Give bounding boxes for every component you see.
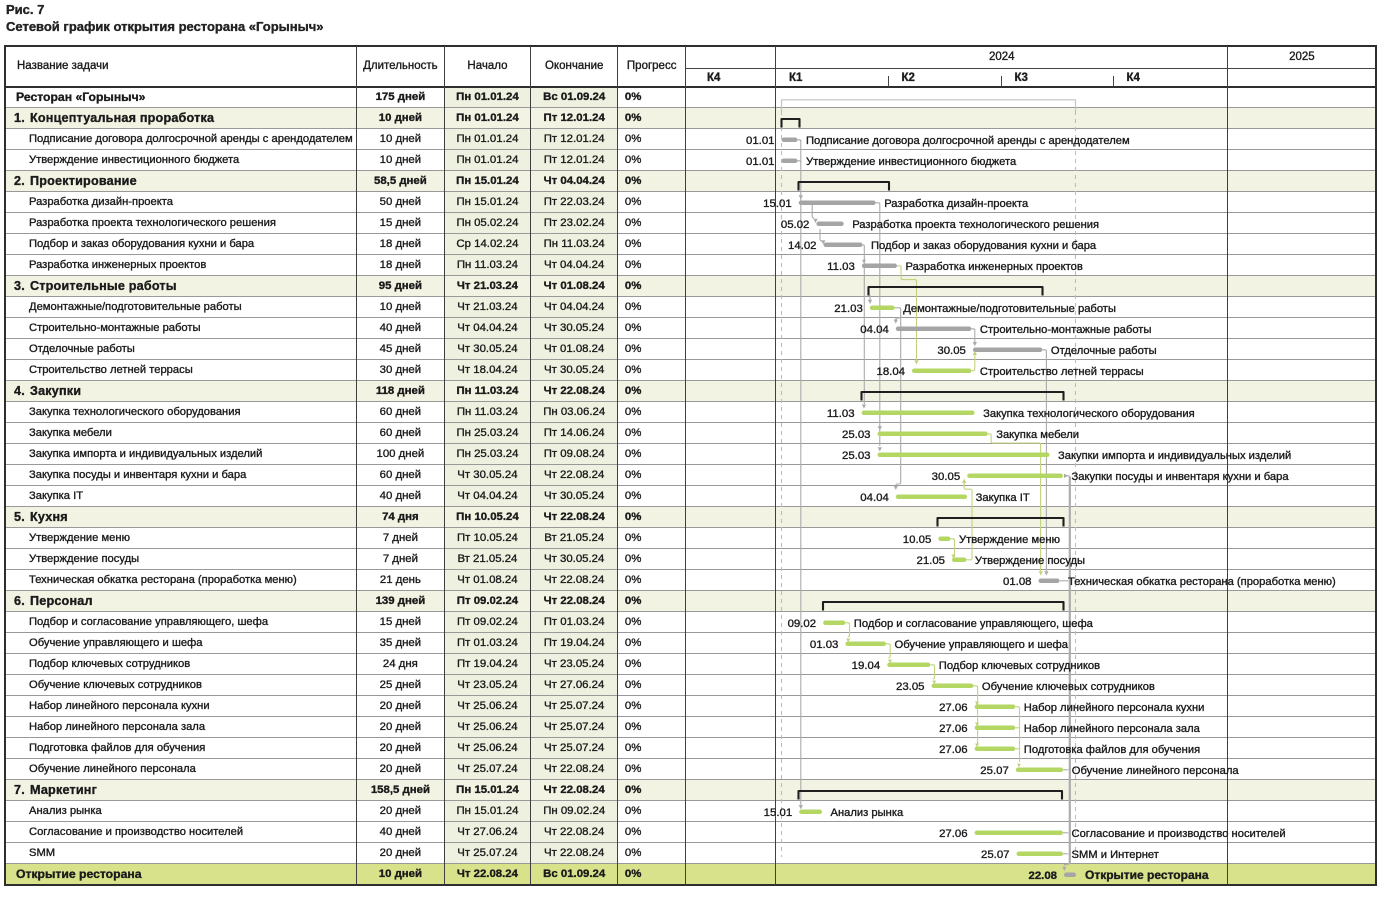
svg-text:Демонтажные/подготовительные р: Демонтажные/подготовительные работы: [903, 303, 1116, 315]
svg-text:25.07: 25.07: [981, 849, 1010, 861]
svg-text:Обучение линейного персонала: Обучение линейного персонала: [1072, 765, 1240, 777]
svg-text:04.04: 04.04: [860, 492, 889, 504]
svg-text:Подбор ключевых сотрудников: Подбор ключевых сотрудников: [939, 660, 1100, 672]
svg-text:Отделочные работы: Отделочные работы: [1051, 345, 1157, 357]
svg-text:30.05: 30.05: [937, 345, 966, 357]
svg-text:Анализ рынка: Анализ рынка: [831, 807, 904, 819]
svg-text:01.01: 01.01: [746, 135, 775, 147]
svg-text:SMM и Интернет: SMM и Интернет: [1072, 849, 1159, 861]
svg-text:Строительство летней террасы: Строительство летней террасы: [980, 366, 1144, 378]
svg-text:10.05: 10.05: [903, 534, 932, 546]
svg-text:25.07: 25.07: [980, 765, 1009, 777]
svg-text:Обучение ключевых сотрудников: Обучение ключевых сотрудников: [982, 681, 1155, 693]
svg-text:Набор линейного персонала кухн: Набор линейного персонала кухни: [1024, 702, 1205, 714]
svg-text:27.06: 27.06: [939, 744, 968, 756]
svg-text:27.06: 27.06: [939, 723, 968, 735]
svg-text:30.05: 30.05: [932, 471, 961, 483]
svg-text:Строительно-монтажные работы: Строительно-монтажные работы: [980, 324, 1152, 336]
svg-text:05.02: 05.02: [781, 219, 810, 231]
svg-text:15.01: 15.01: [764, 807, 793, 819]
svg-text:01.01: 01.01: [746, 156, 775, 168]
svg-text:Согласование и производство но: Согласование и производство носителей: [1072, 828, 1286, 840]
svg-text:Закупка IT: Закупка IT: [976, 492, 1030, 504]
svg-text:18.04: 18.04: [876, 366, 905, 378]
svg-text:Подбор и согласование управляю: Подбор и согласование управляющего, шефа: [854, 618, 1094, 630]
svg-text:Закупки импорта и индивидуальн: Закупки импорта и индивидуальных изделий: [1058, 450, 1291, 462]
svg-text:27.06: 27.06: [939, 828, 968, 840]
svg-text:11.03: 11.03: [827, 261, 855, 273]
svg-text:25.03: 25.03: [842, 450, 871, 462]
svg-text:Набор линейного персонала зала: Набор линейного персонала зала: [1024, 723, 1201, 735]
svg-text:Закупки посуды и инвентаря кух: Закупки посуды и инвентаря кухни и бара: [1072, 471, 1290, 483]
svg-text:Обучение управляющего и шефа: Обучение управляющего и шефа: [895, 639, 1069, 651]
svg-text:19.04: 19.04: [852, 660, 881, 672]
svg-text:21.03: 21.03: [834, 303, 863, 315]
svg-text:21.05: 21.05: [916, 555, 945, 567]
svg-text:Подготовка файлов для обучения: Подготовка файлов для обучения: [1024, 744, 1200, 756]
svg-text:Разработка проекта технологиче: Разработка проекта технологического реше…: [852, 219, 1099, 231]
svg-text:Разработка инженерных проектов: Разработка инженерных проектов: [906, 261, 1083, 273]
svg-text:04.04: 04.04: [860, 324, 889, 336]
svg-text:Разработка дизайн-проекта: Разработка дизайн-проекта: [884, 198, 1029, 210]
svg-text:Закупка технологического обору: Закупка технологического оборудования: [983, 408, 1195, 420]
svg-text:23.05: 23.05: [896, 681, 925, 693]
svg-text:09.02: 09.02: [788, 618, 817, 630]
svg-text:01.08: 01.08: [1003, 576, 1032, 588]
svg-text:11.03: 11.03: [827, 408, 855, 420]
svg-text:27.06: 27.06: [939, 702, 968, 714]
svg-text:15.01: 15.01: [763, 198, 792, 210]
svg-text:25.03: 25.03: [842, 429, 871, 441]
svg-text:Открытие ресторана: Открытие ресторана: [1085, 868, 1209, 882]
svg-text:Подбор и заказ оборудования ку: Подбор и заказ оборудования кухни и бара: [871, 240, 1097, 252]
svg-text:Утверждение инвестиционного бю: Утверждение инвестиционного бюджета: [806, 156, 1017, 168]
svg-text:Подписание договора долгосрочн: Подписание договора долгосрочной аренды …: [806, 135, 1130, 147]
svg-text:01.03: 01.03: [810, 639, 839, 651]
svg-text:Утверждение посуды: Утверждение посуды: [975, 555, 1085, 567]
svg-text:14.02: 14.02: [788, 240, 817, 252]
svg-text:Техническая обкатка ресторана: Техническая обкатка ресторана (проработк…: [1068, 576, 1336, 588]
svg-text:Утверждение меню: Утверждение меню: [959, 534, 1060, 546]
svg-text:Закупка мебели: Закупка мебели: [996, 429, 1079, 441]
svg-text:22.08: 22.08: [1028, 870, 1057, 882]
